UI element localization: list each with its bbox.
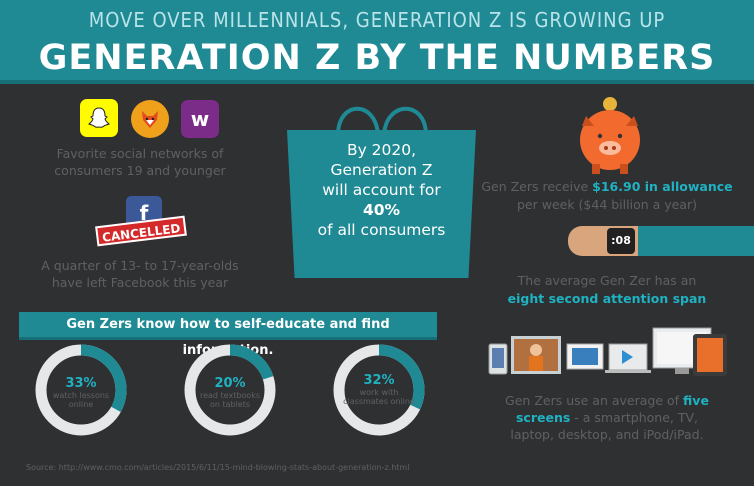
fox-icon [142,111,158,128]
snapchat-icon [80,99,118,137]
header-banner: MOVE OVER MILLENNIALS, GENERATION Z IS G… [0,0,754,84]
donut-desc-1b: online [68,400,94,409]
wish-icon: w [181,100,219,138]
screens-line1: Gen Zers use an average of five [470,392,744,410]
screens-line2: screens - a smartphone, TV, [470,409,744,427]
allowance-line2: per week ($44 billion a year) [516,197,698,212]
donut-arc-3 [333,344,425,436]
social-caption-line2: consumers 19 and younger [54,163,226,178]
bag-line4: of all consumers [317,221,446,239]
donut-pct-2: 20% [214,376,246,391]
bag-highlight: 40% [362,201,401,219]
facebook-caption-line2: have left Facebook this year [51,275,229,290]
donut-pct-3: 32% [363,373,395,388]
attention-highlight: eight second attention span [507,291,707,306]
donut-desc-1a: watch lessons [52,391,110,400]
donut-arc-2 [184,344,276,436]
ghost-icon [88,107,110,128]
donut-desc-2b: on tablets [209,400,251,409]
donut-label-3: 32% work with classmates online [339,373,419,406]
screens-line3: laptop, desktop, and iPod/iPad. [510,427,704,442]
source-citation: Source: http://www.cmo.com/articles/2015… [26,463,410,472]
screens-line2-rest: - a smartphone, TV, [570,410,699,425]
donut-charts [35,344,425,436]
education-banner: Gen Zers know how to self-educate and fi… [19,312,437,358]
cancelled-stamp: CANCELLED [95,215,187,247]
piggy-bank-icon [580,97,640,174]
donut-label-1: 33% watch lessons online [41,376,121,409]
attention-line1: The average Gen Zer has an [517,273,697,288]
screens-pre: Gen Zers use an average of [505,393,684,408]
header-subtitle: MOVE OVER MILLENNIALS, GENERATION Z IS G… [88,8,666,32]
social-caption-line1: Favorite social networks of [56,146,224,161]
watch-icon: :08 [607,228,635,254]
bag-line1: By 2020, [346,141,417,159]
donut-label-2: 20% read textbooks on tablets [190,376,270,409]
bag-text: By 2020, Generation Z will account for 4… [287,140,476,240]
allowance-pre: Gen Zers receive [481,179,593,194]
bag-line2: Generation Z [330,161,433,179]
facebook-caption-line1: A quarter of 13- to 17-year-olds [41,258,239,273]
bag-line3: will account for [322,181,441,199]
donut-desc-3b: classmates online [343,397,415,406]
bag-handle-icon [336,106,428,136]
screens-highlight2: screens [515,410,571,425]
donut-arc-1 [35,344,127,436]
devices-illustration [488,327,727,376]
screens-highlight1: five [683,393,709,408]
arm-sleeve [636,226,754,256]
donut-desc-3a: work with [359,388,399,397]
donut-desc-2a: read textbooks [199,391,260,400]
shopping-bag [287,130,476,278]
header-title: GENERATION Z BY THE NUMBERS [38,38,716,78]
donut-pct-1: 33% [65,376,97,391]
foxy-icon [131,100,169,138]
allowance-line1: Gen Zers receive $16.90 in allowance [470,178,744,196]
allowance-highlight: $16.90 in allowance [592,179,733,194]
